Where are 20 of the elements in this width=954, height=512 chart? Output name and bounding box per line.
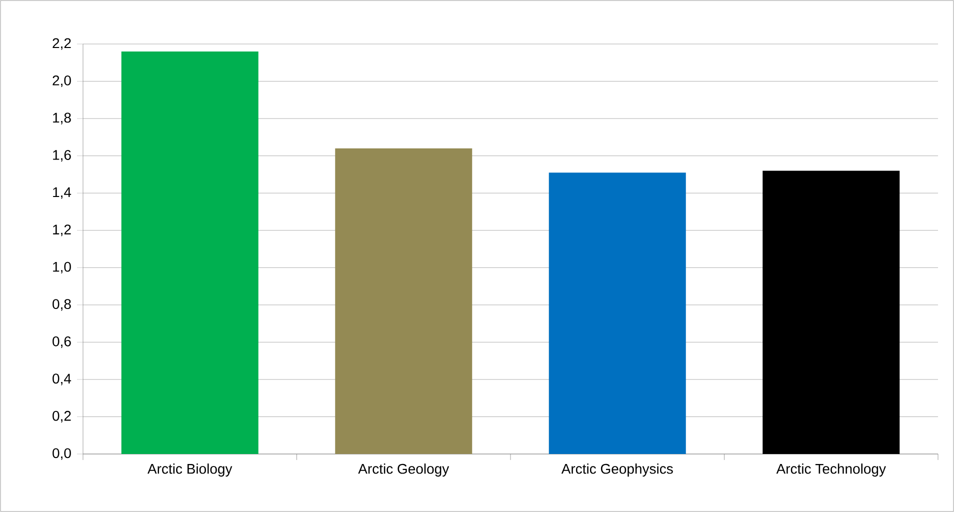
x-tick-label: Arctic Technology [776,464,886,477]
y-tick-label: 1,0 [53,262,71,274]
y-tick-label: 1,6 [53,150,71,162]
x-tick-label: Arctic Geophysics [561,464,673,477]
y-tick-label: 2,2 [52,38,71,50]
bar [548,172,686,454]
x-tick-label: Arctic Biology [148,464,232,477]
y-tick-label: 1,8 [53,112,71,124]
x-tick-label: Arctic Geology [358,464,450,477]
bar [762,170,900,454]
y-tick-label: 0,2 [52,410,71,423]
y-tick-label: 2,0 [52,75,71,88]
y-tick-label: 0,0 [52,448,71,460]
y-tick-label: 1,2 [53,224,71,236]
y-tick-label: 0,4 [52,374,72,386]
y-tick-label: 0,6 [52,336,71,348]
bar [121,51,258,454]
y-tick-label: 0,8 [52,299,71,311]
bar [335,148,472,454]
y-tick-label: 1,4 [53,187,72,199]
